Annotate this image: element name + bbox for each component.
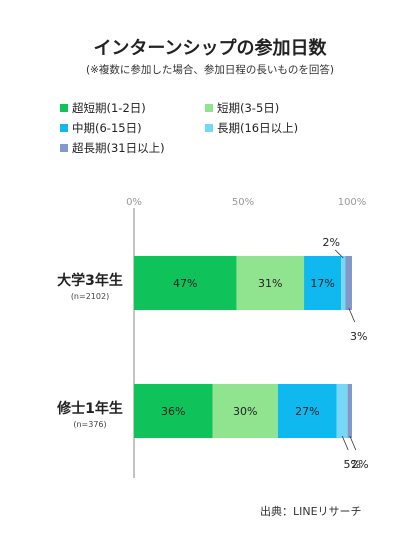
bar-segment <box>347 384 352 438</box>
category-label: 修士1年生 <box>56 400 123 417</box>
leader-line <box>349 435 357 451</box>
bar-segment <box>341 256 346 310</box>
x-tick-label: 100% <box>338 197 367 208</box>
legend-item: 長期(16日以上) <box>205 120 298 136</box>
data-label: 2% <box>323 236 340 249</box>
bar-segment <box>277 384 337 438</box>
legend-item: 短期(3-5日) <box>205 100 279 116</box>
x-tick-label: 50% <box>232 197 254 208</box>
leader-line <box>341 435 349 451</box>
bar-segment <box>134 384 213 438</box>
chart-subtitle: (※複数に参加した場合、参加日程の長いものを回答) <box>86 64 334 76</box>
category-label: 大学3年生 <box>57 272 123 289</box>
bar-segment <box>345 256 352 310</box>
legend-swatch <box>60 144 68 152</box>
legend-label: 長期(16日以上) <box>217 121 299 135</box>
bar-segment <box>236 256 305 310</box>
x-tick-label: 0% <box>126 197 142 208</box>
legend-item: 中期(6-15日) <box>60 120 142 136</box>
bar-segment <box>336 384 348 438</box>
leader-line <box>348 307 356 323</box>
legend-label: 超短期(1-2日) <box>72 101 146 115</box>
category-sample-size: (n=2102) <box>71 292 109 301</box>
data-label: 3% <box>350 330 367 343</box>
data-label: 17% <box>310 277 334 290</box>
category-sample-size: (n=376) <box>73 420 106 429</box>
legend-swatch <box>60 124 68 132</box>
data-label: 30% <box>233 405 257 418</box>
leader-line <box>334 249 344 259</box>
legend-label: 短期(3-5日) <box>217 101 280 115</box>
source-note: 出典：LINEリサーチ <box>260 505 362 518</box>
data-label: 2% <box>351 458 368 471</box>
legend-item: 超短期(1-2日) <box>60 100 146 116</box>
chart-title: インターンシップの参加日数 <box>93 38 327 59</box>
legend-swatch <box>205 104 213 112</box>
data-label: 5% <box>343 458 360 471</box>
bar-segment <box>134 256 237 310</box>
bar-segment <box>304 256 342 310</box>
data-label: 36% <box>161 405 185 418</box>
data-label: 31% <box>258 277 282 290</box>
data-label: 27% <box>295 405 319 418</box>
data-label: 47% <box>173 277 197 290</box>
legend-label: 超長期(31日以上) <box>72 141 165 155</box>
legend-swatch <box>205 124 213 132</box>
legend-label: 中期(6-15日) <box>72 121 142 135</box>
bar-segment <box>212 384 278 438</box>
legend-swatch <box>60 104 68 112</box>
legend-item: 超長期(31日以上) <box>60 140 165 156</box>
